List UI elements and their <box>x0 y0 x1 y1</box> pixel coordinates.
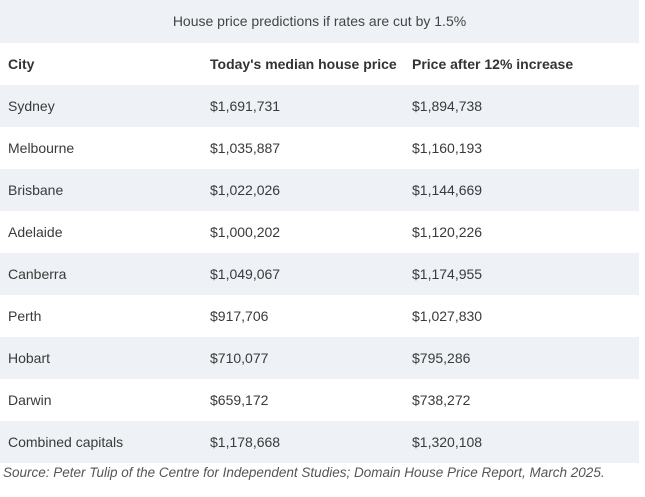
header-today-price: Today's median house price <box>202 43 404 85</box>
cell-after-price: $1,320,108 <box>404 421 639 463</box>
table-row: Melbourne $1,035,887 $1,160,193 <box>0 127 639 169</box>
table-row: Darwin $659,172 $738,272 <box>0 379 639 421</box>
table-row: Sydney $1,691,731 $1,894,738 <box>0 85 639 127</box>
cell-city: Perth <box>0 295 202 337</box>
cell-after-price: $1,120,226 <box>404 211 639 253</box>
price-table: City Today's median house price Price af… <box>0 43 639 463</box>
cell-after-price: $1,144,669 <box>404 169 639 211</box>
cell-city: Adelaide <box>0 211 202 253</box>
table-caption: House price predictions if rates are cut… <box>0 0 639 43</box>
cell-city: Canberra <box>0 253 202 295</box>
cell-today-price: $1,000,202 <box>202 211 404 253</box>
cell-city: Hobart <box>0 337 202 379</box>
table-row: Perth $917,706 $1,027,830 <box>0 295 639 337</box>
table-row: Adelaide $1,000,202 $1,120,226 <box>0 211 639 253</box>
table-row: Hobart $710,077 $795,286 <box>0 337 639 379</box>
cell-city: Melbourne <box>0 127 202 169</box>
table-header-row: City Today's median house price Price af… <box>0 43 639 85</box>
cell-today-price: $710,077 <box>202 337 404 379</box>
source-note: Source: Peter Tulip of the Centre for In… <box>3 465 605 480</box>
cell-today-price: $659,172 <box>202 379 404 421</box>
cell-today-price: $917,706 <box>202 295 404 337</box>
cell-city: Combined capitals <box>0 421 202 463</box>
cell-today-price: $1,022,026 <box>202 169 404 211</box>
table-row: Combined capitals $1,178,668 $1,320,108 <box>0 421 639 463</box>
cell-today-price: $1,035,887 <box>202 127 404 169</box>
table-row: Canberra $1,049,067 $1,174,955 <box>0 253 639 295</box>
cell-after-price: $738,272 <box>404 379 639 421</box>
price-table-container: House price predictions if rates are cut… <box>0 0 639 480</box>
table-row: Brisbane $1,022,026 $1,144,669 <box>0 169 639 211</box>
cell-today-price: $1,691,731 <box>202 85 404 127</box>
header-after-price: Price after 12% increase <box>404 43 639 85</box>
cell-city: Brisbane <box>0 169 202 211</box>
cell-today-price: $1,178,668 <box>202 421 404 463</box>
cell-after-price: $1,894,738 <box>404 85 639 127</box>
cell-city: Sydney <box>0 85 202 127</box>
cell-today-price: $1,049,067 <box>202 253 404 295</box>
cell-after-price: $1,160,193 <box>404 127 639 169</box>
cell-city: Darwin <box>0 379 202 421</box>
cell-after-price: $795,286 <box>404 337 639 379</box>
header-city: City <box>0 43 202 85</box>
cell-after-price: $1,027,830 <box>404 295 639 337</box>
cell-after-price: $1,174,955 <box>404 253 639 295</box>
